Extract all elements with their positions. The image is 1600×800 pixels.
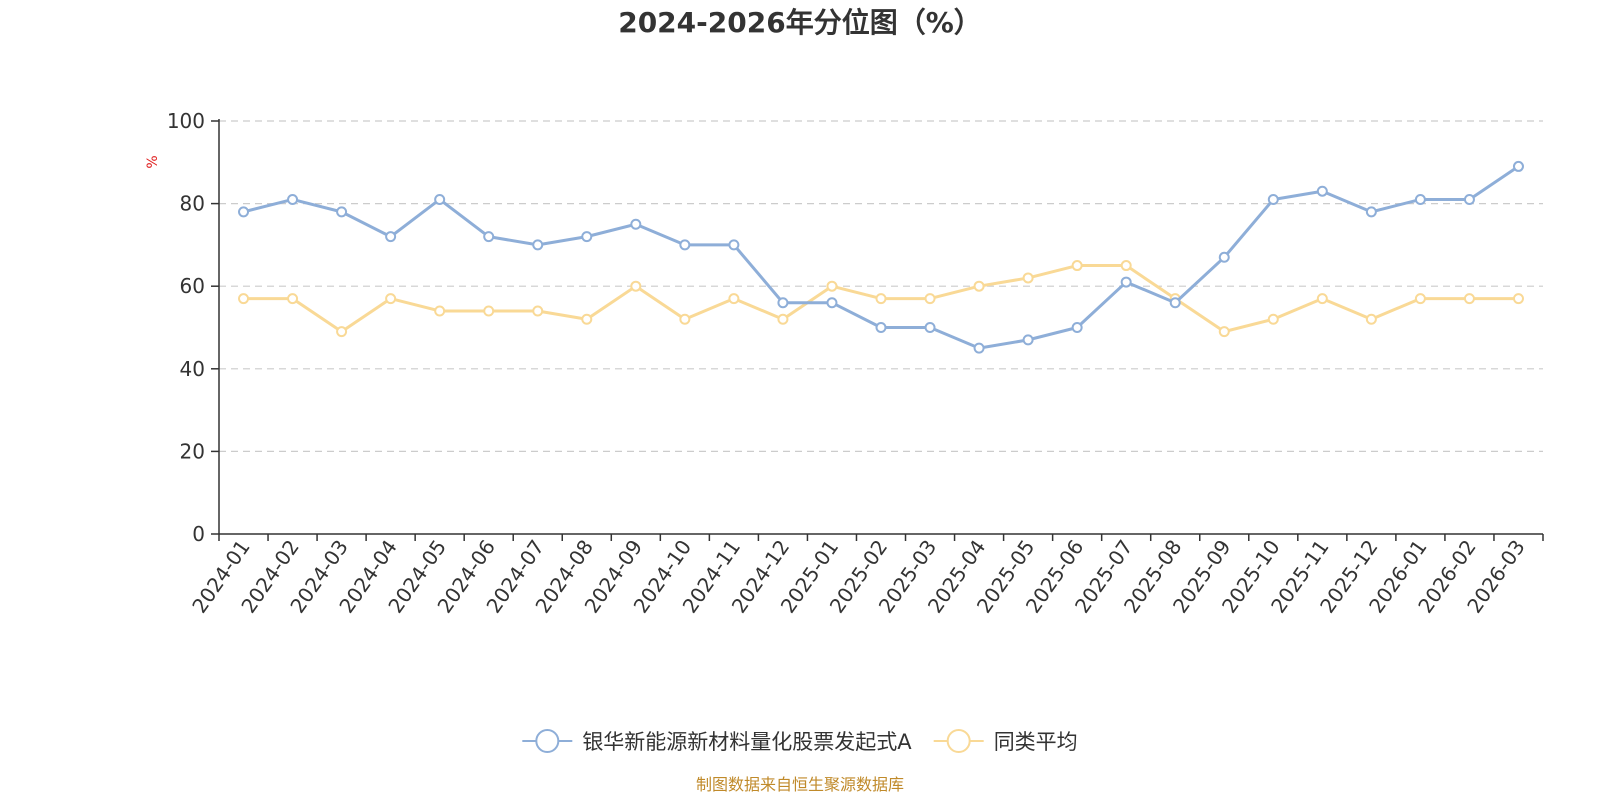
- data-point: [630, 218, 642, 230]
- data-point: [777, 297, 789, 309]
- data-point: [1316, 293, 1328, 305]
- data-point: [1414, 193, 1426, 205]
- x-axis-ticks: 2024-012024-022024-032024-042024-052024-…: [187, 534, 1544, 617]
- chart-title: 2024-2026年分位图（%）: [618, 6, 982, 39]
- legend-marker: [946, 729, 971, 753]
- data-point: [532, 305, 544, 317]
- data-point: [973, 280, 985, 292]
- data-point: [1267, 313, 1279, 325]
- data-point: [1463, 293, 1475, 305]
- data-point: [1512, 160, 1524, 172]
- data-point: [924, 293, 936, 305]
- data-point: [875, 293, 887, 305]
- data-point: [1022, 272, 1034, 284]
- data-point: [287, 193, 299, 205]
- data-point: [875, 322, 887, 333]
- data-point: [336, 206, 348, 218]
- data-point: [973, 342, 985, 354]
- data-point: [434, 305, 446, 317]
- legend-marker: [535, 729, 560, 753]
- y-tick-label: 60: [180, 274, 205, 298]
- data-point: [679, 313, 691, 325]
- y-tick-label: 80: [180, 192, 205, 216]
- data-point: [1218, 251, 1230, 263]
- series-1: [238, 260, 1524, 338]
- data-point: [238, 206, 250, 218]
- series-0: [238, 160, 1524, 354]
- data-point: [336, 326, 348, 338]
- y-tick-label: 0: [192, 522, 205, 546]
- data-point: [1120, 276, 1132, 288]
- data-point: [826, 297, 838, 309]
- data-point: [434, 193, 446, 205]
- legend-label: 同类平均: [994, 730, 1078, 754]
- data-point: [238, 293, 250, 305]
- data-point: [679, 239, 691, 251]
- y-tick-label: 20: [180, 439, 205, 463]
- data-point: [581, 313, 593, 325]
- y-tick-label: 100: [167, 109, 205, 133]
- data-point: [1316, 185, 1328, 197]
- data-point: [1512, 293, 1524, 305]
- data-point: [1071, 260, 1083, 272]
- data-point: [581, 231, 593, 243]
- source-note: 制图数据来自恒生聚源数据库: [696, 775, 904, 794]
- data-point: [1414, 293, 1426, 305]
- data-point: [1120, 260, 1132, 272]
- legend[interactable]: 银华新能源新材料量化股票发起式A 同类平均: [522, 729, 1078, 754]
- y-axis-ticks: 0 20 40 60 80 100: [167, 109, 219, 546]
- axes: [218, 119, 1543, 535]
- data-point: [532, 239, 544, 251]
- data-point: [483, 305, 495, 317]
- data-point: [1071, 322, 1083, 333]
- legend-label: 银华新能源新材料量化股票发起式A: [582, 730, 912, 754]
- data-point: [728, 239, 740, 251]
- legend-item[interactable]: 银华新能源新材料量化股票发起式A: [522, 729, 912, 754]
- data-point: [1218, 326, 1230, 338]
- series-layer: [238, 160, 1524, 354]
- data-point: [826, 280, 838, 292]
- data-point: [1463, 193, 1475, 205]
- data-point: [385, 231, 397, 243]
- data-point: [1365, 206, 1377, 218]
- y-axis-unit: %: [145, 155, 161, 168]
- data-point: [1022, 334, 1034, 346]
- data-point: [728, 293, 740, 305]
- data-point: [924, 322, 936, 333]
- data-point: [483, 231, 495, 243]
- data-point: [385, 293, 397, 305]
- data-point: [287, 293, 299, 305]
- grid-lines: [219, 120, 1543, 452]
- data-point: [1169, 297, 1181, 309]
- legend-item[interactable]: 同类平均: [933, 729, 1078, 754]
- data-point: [1365, 313, 1377, 325]
- data-point: [630, 280, 642, 292]
- data-point: [1267, 193, 1279, 205]
- y-tick-label: 40: [180, 357, 205, 381]
- data-point: [777, 313, 789, 325]
